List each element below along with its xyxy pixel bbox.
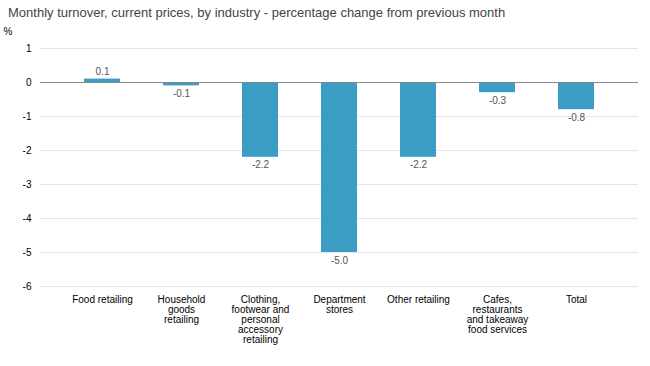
svg-text:-0.1: -0.1: [173, 88, 191, 99]
svg-text:-0.3: -0.3: [489, 95, 507, 106]
svg-text:Departmentstores: Departmentstores: [313, 294, 365, 315]
svg-text:1: 1: [26, 43, 32, 54]
svg-text:-5: -5: [23, 247, 32, 258]
svg-text:Food retailing: Food retailing: [72, 294, 133, 305]
svg-text:Clothing,footwear andpersonala: Clothing,footwear andpersonalaccessoryre…: [232, 294, 290, 345]
svg-text:-2.2: -2.2: [410, 159, 428, 170]
svg-text:-0.8: -0.8: [568, 112, 586, 123]
svg-text:Cafes,restaurantsand takeawayf: Cafes,restaurantsand takeawayfood servic…: [467, 294, 529, 335]
svg-text:-2.2: -2.2: [252, 159, 270, 170]
svg-text:-5.0: -5.0: [331, 255, 349, 266]
svg-text:Total: Total: [566, 294, 587, 305]
html-text:Monthly turnover, current pric: Monthly turnover, current prices, by ind…: [8, 5, 506, 20]
svg-text:-3: -3: [23, 179, 32, 190]
svg-text:-1: -1: [23, 111, 32, 122]
svg-text:-6: -6: [23, 281, 32, 292]
svg-text:Other retailing: Other retailing: [387, 294, 450, 305]
svg-text:Householdgoodsretailing: Householdgoodsretailing: [158, 294, 206, 325]
svg-text:%: %: [4, 26, 13, 37]
svg-text:0: 0: [26, 77, 32, 88]
svg-text:-2: -2: [23, 145, 32, 156]
svg-text:0.1: 0.1: [96, 66, 110, 77]
svg-text:-4: -4: [23, 213, 32, 224]
